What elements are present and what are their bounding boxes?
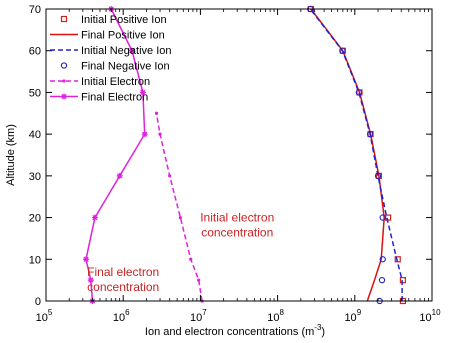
x-tick-label: 105 [36,308,53,324]
series-5-point-6 [139,89,146,96]
y-tick-label: 0 [35,296,41,308]
y-tick-label: 70 [29,4,41,16]
series-5-point-5 [141,131,148,138]
series-4-point-4 [168,174,172,178]
series-line-2 [309,8,403,301]
legend-marker-5 [61,93,67,100]
legend-label-2: Initial Negative Ion [81,45,172,57]
plot-frame [45,8,433,302]
series-3-point-5 [366,130,374,138]
x-tick-label: 109 [344,308,361,324]
x-axis-label: Ion and electron concentrations (m-3) [145,323,325,338]
y-axis-label: Altitude (km) [5,124,17,186]
series-4-point-1 [197,278,201,282]
y-tick-label: 30 [29,171,41,183]
legend-marker-4 [62,79,66,83]
series-3-point-6 [355,89,363,96]
annotation-0: Initial electron concentration [200,211,274,240]
y-tick-label: 10 [29,254,41,266]
x-tick-label: 107 [190,308,207,324]
legend-label-0: Initial Positive Ion [81,14,167,26]
legend-label-5: Final Electron [81,92,148,104]
plot-area [46,9,432,301]
series-3-point-4 [374,172,382,180]
series-3-point-7 [339,47,346,54]
legend-marker-0 [60,15,68,23]
y-tick-label: 40 [29,129,41,141]
y-tick-label: 50 [29,87,41,99]
y-tick-label: 60 [29,46,41,58]
x-tick-label: 108 [267,308,284,324]
x-tick-label: 1010 [419,308,441,324]
series-5-point-7 [128,47,135,54]
series-0-point-2 [394,256,401,263]
annotation-1: Final electron concentration [87,265,159,294]
series-4-point-6 [154,111,159,115]
y-tick-label: 20 [29,213,41,225]
legend-marker-3 [60,62,68,69]
series-4-point-3 [178,215,182,220]
series-4-point-2 [189,257,193,261]
legend-label-3: Final Negative Ion [81,61,170,73]
series-5-point-4 [116,172,123,179]
series-3-point-3 [379,214,386,221]
legend-label-1: Final Positive Ion [81,30,165,42]
series-4-point-5 [158,132,162,136]
x-tick-label: 106 [113,308,130,324]
series-3-point-2 [379,256,386,263]
legend-label-4: Initial Electron [81,76,150,88]
series-5-point-3 [91,214,98,221]
series-5-point-2 [83,256,90,263]
series-5-point-1 [87,277,94,284]
series-0-point-1 [399,277,407,284]
series-3-point-1 [378,276,386,284]
